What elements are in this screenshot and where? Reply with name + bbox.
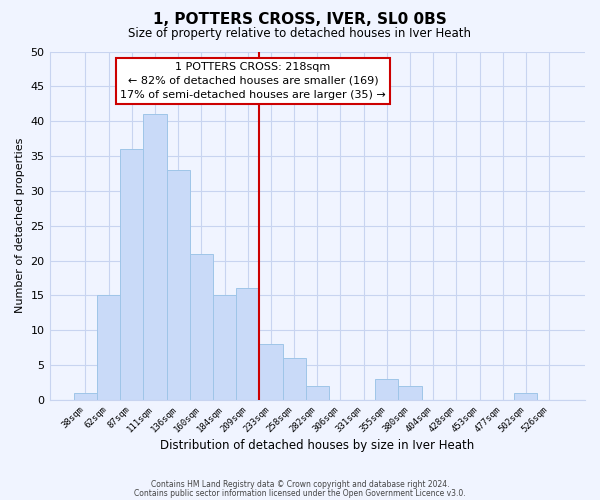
Bar <box>236 288 259 400</box>
Bar <box>167 170 190 400</box>
Bar <box>514 393 538 400</box>
Bar <box>259 344 283 400</box>
Text: Contains public sector information licensed under the Open Government Licence v3: Contains public sector information licen… <box>134 489 466 498</box>
Text: Size of property relative to detached houses in Iver Heath: Size of property relative to detached ho… <box>128 28 472 40</box>
Bar <box>283 358 305 400</box>
Text: 1, POTTERS CROSS, IVER, SL0 0BS: 1, POTTERS CROSS, IVER, SL0 0BS <box>153 12 447 28</box>
Bar <box>398 386 422 400</box>
Bar <box>97 296 120 400</box>
Bar <box>190 254 213 400</box>
Bar <box>143 114 167 400</box>
Text: Contains HM Land Registry data © Crown copyright and database right 2024.: Contains HM Land Registry data © Crown c… <box>151 480 449 489</box>
Bar <box>213 296 236 400</box>
Bar <box>305 386 329 400</box>
Text: 1 POTTERS CROSS: 218sqm
← 82% of detached houses are smaller (169)
17% of semi-d: 1 POTTERS CROSS: 218sqm ← 82% of detache… <box>120 62 386 100</box>
X-axis label: Distribution of detached houses by size in Iver Heath: Distribution of detached houses by size … <box>160 440 475 452</box>
Bar <box>375 379 398 400</box>
Y-axis label: Number of detached properties: Number of detached properties <box>15 138 25 314</box>
Bar <box>74 393 97 400</box>
Bar <box>120 149 143 400</box>
